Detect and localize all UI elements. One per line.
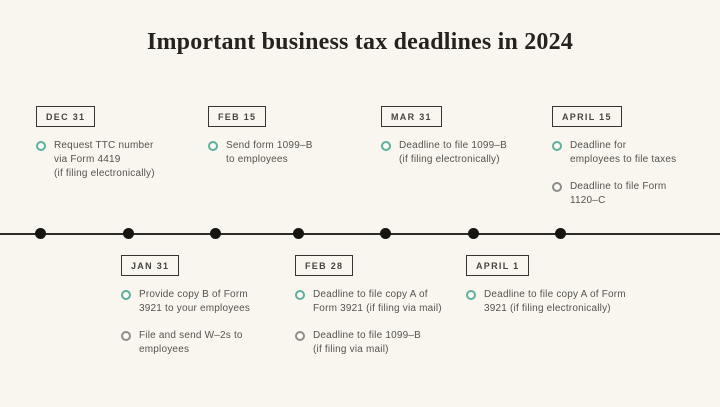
bullet-circle-icon [381, 141, 391, 151]
deadline-text: Provide copy B of Form 3921 to your empl… [139, 289, 251, 314]
date-badge: MAR 31 [381, 106, 442, 127]
bullet-circle-icon [208, 141, 218, 151]
timeline-column-dec-31: DEC 31 Request TTC number via Form 4419 … [36, 106, 178, 181]
timeline-column-april-15: APRIL 15 Deadline for employees to file … [552, 106, 694, 208]
bullet-circle-icon [466, 290, 476, 300]
date-badge: DEC 31 [36, 106, 96, 127]
bullet-circle-icon [121, 290, 131, 300]
bullet-circle-icon [295, 331, 305, 341]
bullet-circle-icon [121, 331, 131, 341]
bullet-circle-icon [295, 290, 305, 300]
bullet-circle-icon [36, 141, 46, 151]
deadline-text: Deadline for employees to file taxes [570, 140, 677, 165]
timeline-dot [34, 228, 46, 239]
deadline-text: Request TTC number via Form 4419 (if fil… [54, 140, 155, 179]
deadline-item: Deadline to file 1099–B (if filing via m… [295, 329, 463, 357]
date-badge: APRIL 1 [466, 255, 530, 276]
deadline-item: Deadline to file 1099–B (if filing elect… [381, 139, 523, 167]
deadline-item: Deadline to file Form 1120–C [552, 180, 694, 208]
timeline-line [0, 233, 720, 235]
timeline-column-april-1: APRIL 1 Deadline to file copy A of Form … [466, 255, 648, 316]
bullet-circle-icon [552, 182, 562, 192]
timeline-column-jan-31: JAN 31 Provide copy B of Form 3921 to yo… [121, 255, 277, 357]
deadline-item: File and send W–2s to employees [121, 329, 277, 357]
deadline-item: Provide copy B of Form 3921 to your empl… [121, 288, 277, 316]
timeline-dot [554, 228, 566, 239]
page-title: Important business tax deadlines in 2024 [146, 29, 574, 55]
timeline-column-mar-31: MAR 31 Deadline to file 1099–B (if filin… [381, 106, 523, 167]
deadline-text: Deadline to file 1099–B (if filing via m… [313, 330, 422, 355]
bullet-circle-icon [552, 141, 562, 151]
deadline-text: File and send W–2s to employees [139, 330, 243, 355]
deadline-item: Deadline to file copy A of Form 3921 (if… [466, 288, 648, 316]
deadline-text: Deadline to file copy A of Form 3921 (if… [313, 289, 442, 314]
timeline-column-feb-28: FEB 28 Deadline to file copy A of Form 3… [295, 255, 463, 357]
deadline-text: Deadline to file copy A of Form 3921 (if… [484, 289, 626, 314]
date-badge: JAN 31 [121, 255, 180, 276]
date-badge: FEB 28 [295, 255, 354, 276]
deadline-text: Deadline to file 1099–B (if filing elect… [399, 140, 508, 165]
timeline-dot [292, 228, 304, 239]
date-badge: APRIL 15 [552, 106, 622, 127]
deadline-text: Deadline to file Form 1120–C [570, 181, 667, 206]
deadline-item: Deadline for employees to file taxes [552, 139, 694, 167]
timeline-dot [467, 228, 479, 239]
deadline-item: Request TTC number via Form 4419 (if fil… [36, 139, 178, 181]
timeline-dot [209, 228, 221, 239]
date-badge: FEB 15 [208, 106, 267, 127]
deadline-text: Send form 1099–B to employees [226, 140, 313, 165]
timeline-dot [379, 228, 391, 239]
deadline-item: Send form 1099–B to employees [208, 139, 340, 167]
timeline-column-feb-15: FEB 15 Send form 1099–B to employees [208, 106, 340, 167]
timeline-dot [122, 228, 134, 239]
deadline-item: Deadline to file copy A of Form 3921 (if… [295, 288, 463, 316]
